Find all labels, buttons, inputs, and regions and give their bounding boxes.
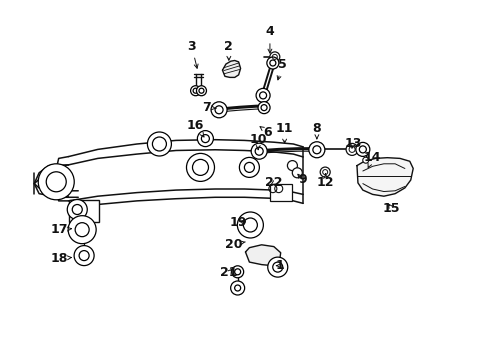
Text: 11: 11 (275, 122, 293, 143)
Text: 9: 9 (297, 173, 306, 186)
Circle shape (256, 89, 269, 102)
Circle shape (211, 102, 226, 118)
Circle shape (237, 212, 263, 238)
Text: 6: 6 (260, 126, 272, 139)
Text: 15: 15 (382, 202, 399, 215)
Text: 7: 7 (202, 101, 216, 114)
Circle shape (287, 161, 297, 171)
Text: 17: 17 (51, 223, 71, 236)
Circle shape (231, 266, 243, 278)
Text: 13: 13 (344, 137, 361, 150)
Text: 10: 10 (249, 133, 266, 149)
Circle shape (147, 132, 171, 156)
Text: 4: 4 (265, 25, 274, 53)
Circle shape (38, 164, 74, 200)
Text: 1: 1 (275, 259, 284, 272)
Polygon shape (245, 245, 280, 266)
Circle shape (346, 143, 357, 156)
Circle shape (292, 168, 302, 178)
Text: 20: 20 (224, 238, 245, 251)
Text: 16: 16 (186, 119, 204, 137)
Text: 8: 8 (312, 122, 321, 139)
Text: 5: 5 (277, 58, 286, 80)
Circle shape (362, 157, 368, 163)
Circle shape (68, 216, 96, 244)
Text: 2: 2 (224, 40, 233, 60)
Circle shape (266, 57, 278, 69)
Circle shape (258, 102, 269, 114)
Polygon shape (222, 60, 240, 77)
Text: 19: 19 (229, 216, 247, 229)
Circle shape (197, 131, 213, 147)
Circle shape (267, 257, 287, 277)
Circle shape (308, 142, 324, 158)
Circle shape (67, 199, 87, 220)
Text: 14: 14 (363, 151, 381, 167)
Circle shape (186, 153, 214, 181)
Text: 22: 22 (264, 176, 282, 189)
Text: 12: 12 (316, 174, 334, 189)
Circle shape (355, 143, 369, 156)
Bar (69, 200, 99, 222)
Text: 21: 21 (220, 266, 237, 279)
Circle shape (190, 86, 200, 96)
Text: 18: 18 (51, 252, 71, 265)
Circle shape (230, 281, 244, 295)
Circle shape (269, 52, 279, 62)
Circle shape (196, 86, 206, 96)
Circle shape (251, 143, 266, 159)
Circle shape (320, 167, 329, 177)
Circle shape (239, 157, 259, 177)
Circle shape (74, 246, 94, 266)
Text: 3: 3 (187, 40, 198, 68)
Bar (269, 184, 291, 201)
Polygon shape (356, 158, 412, 196)
